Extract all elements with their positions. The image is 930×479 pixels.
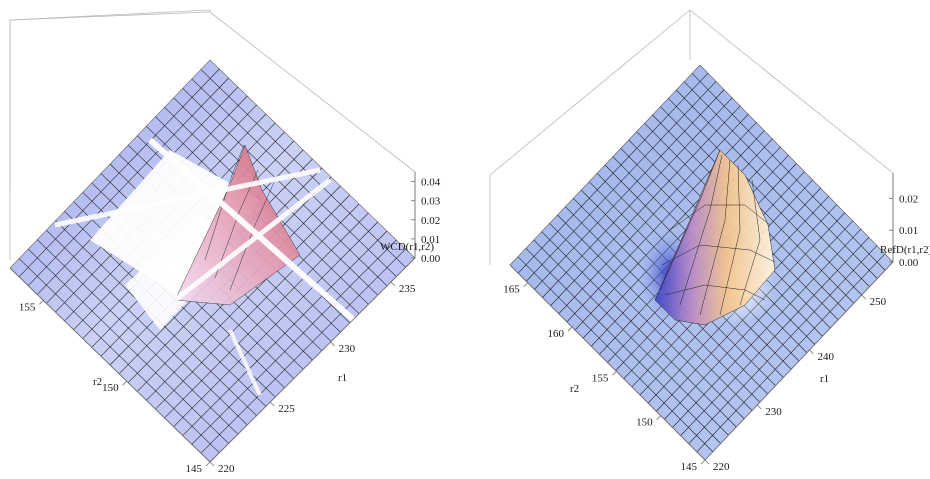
- wcd-surface-plot: 0.00 0.01 0.02 0.03 0.04 WCD(r1,r2) 220 225 23…: [9, 9, 441, 475]
- refd-r1-tick-label-mark: [756, 404, 762, 410]
- wcd-r1-tick-label-mark: [330, 341, 335, 347]
- refd-z-tick-label: 0.01: [899, 225, 918, 237]
- refd-z-tick-label: 0.00: [899, 257, 919, 269]
- wcd-r1-axis: 220 225 230 235 r1: [209, 257, 416, 475]
- wcd-r2-tick-label: 145: [186, 463, 203, 475]
- wcd-r1-tick-label: 225: [278, 403, 295, 415]
- wcd-mesh-line: [146, 194, 350, 401]
- refd-r2-tick-label-mark: [567, 326, 573, 332]
- wcd-ridge: [174, 144, 301, 306]
- wcd-mesh-line: [182, 230, 388, 436]
- wcd-r1-tick-label-mark: [390, 281, 396, 287]
- refd-z-tick-label: 0.02: [899, 193, 918, 205]
- wcd-r2-tick-label-mark: [205, 461, 211, 467]
- wcd-mesh-line: [155, 203, 360, 410]
- refd-peak: [640, 149, 776, 326]
- refd-r2-tick-label: 165: [503, 284, 520, 296]
- wcd-z-tick-label: 0.00: [421, 253, 441, 265]
- wcd-r1-tick-label-mark: [270, 401, 275, 407]
- refd-mesh-line: [668, 98, 862, 296]
- wcd-r2-tick-label: 150: [102, 382, 119, 394]
- wcd-mesh-line: [173, 221, 378, 427]
- wcd-white-bands: [54, 137, 367, 396]
- wcd-z-tick-label: 0.01: [421, 234, 440, 246]
- refd-mesh-line: [676, 89, 870, 287]
- refd-mesh-line: [696, 253, 886, 453]
- wcd-z-axis: 0.00 0.01 0.02 0.03 0.04 WCD(r1,r2): [380, 172, 441, 265]
- refd-r2-tick-label: 145: [681, 461, 698, 473]
- refd-r2-tick-label-mark: [523, 282, 529, 288]
- refd-r2-tick-label: 150: [636, 417, 653, 429]
- wcd-r2-tick-label: 155: [19, 301, 36, 313]
- wcd-mesh-line: [173, 97, 378, 296]
- wcd-r1-axis-label: r1: [338, 372, 347, 384]
- wcd-mesh-line: [200, 69, 406, 268]
- refd-z-axis: 0.00 0.01 0.02 RefD(r1,r2): [880, 173, 930, 269]
- wcd-r1-tick-label: 235: [399, 283, 416, 295]
- refd-r1-tick-label: 220: [713, 461, 730, 473]
- refd-r2-tick-label-mark: [656, 415, 661, 420]
- wcd-r2-axis: 145 150 155 r2: [9, 267, 211, 475]
- wcd-mesh-line: [191, 239, 397, 445]
- wcd-r1-tick-label: 220: [218, 463, 235, 475]
- wcd-r2-tick-label-mark: [122, 380, 127, 386]
- refd-mesh-line: [683, 81, 878, 279]
- refd-surface-plot: 0.00 0.01 0.02 RefD(r1,r2) 220 230 240 250 r1…: [489, 9, 930, 473]
- refd-z-axis-label: RefD(r1,r2): [880, 244, 930, 256]
- refd-mesh-line: [688, 245, 878, 444]
- wcd-mesh-line: [164, 212, 369, 419]
- refd-r2-tick-label: 155: [592, 372, 609, 384]
- wcd-r1-tick-label-mark: [209, 461, 215, 467]
- wcd-z-tick-label: 0.02: [421, 215, 440, 227]
- wcd-z-axis-label: WCD(r1,r2): [380, 241, 434, 253]
- refd-r2-tick-label-mark: [612, 371, 617, 376]
- refd-r2-tick-label-mark: [700, 459, 706, 465]
- refd-r1-axis: 220 230 240 250 r1: [704, 261, 894, 473]
- wcd-r2-axis-label: r2: [93, 376, 102, 388]
- wcd-z-tick-label: 0.03: [421, 196, 441, 208]
- refd-mesh-line: [691, 73, 886, 271]
- wcd-r1-tick-label: 230: [339, 343, 356, 355]
- refd-r1-tick-label-mark: [704, 459, 710, 465]
- refd-r2-axis-label: r2: [570, 383, 579, 395]
- wcd-mesh-line: [200, 248, 406, 454]
- refd-mesh-line: [680, 237, 870, 436]
- refd-r1-tick-label-mark: [809, 349, 814, 355]
- wcd-mesh-line: [182, 88, 388, 287]
- refd-r1-tick-label-mark: [861, 294, 866, 300]
- refd-r1-tick-label: 240: [817, 351, 834, 363]
- wcd-z-tick-label: 0.04: [421, 177, 441, 189]
- refd-r1-tick-label: 250: [870, 296, 887, 308]
- refd-r1-axis-label: r1: [820, 373, 829, 385]
- refd-r2-tick-label: 160: [548, 328, 565, 340]
- refd-r1-tick-label: 230: [765, 406, 782, 418]
- refd-r2-axis: 145 150 155 160 165 r2: [503, 264, 706, 473]
- wcd-r2-tick-label-mark: [39, 300, 44, 305]
- wcd-gap-region: [90, 150, 260, 300]
